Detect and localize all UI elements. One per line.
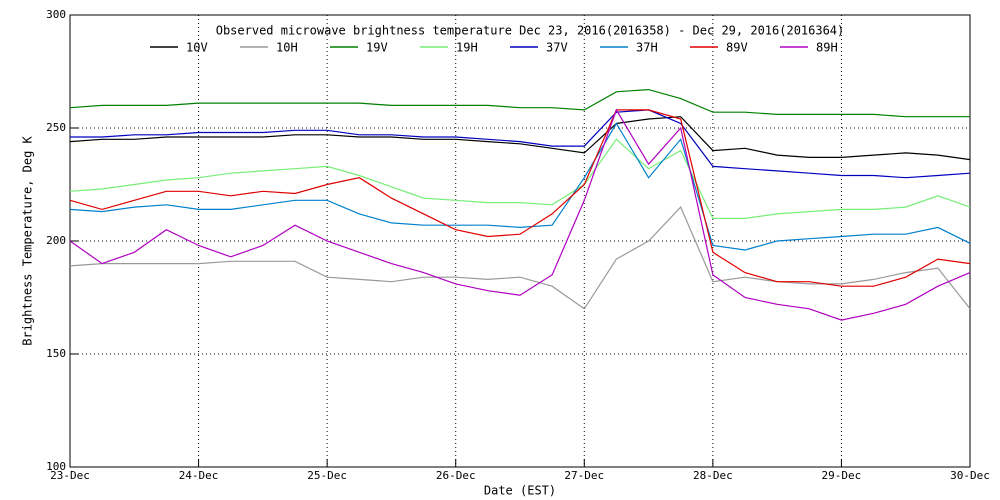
series-line: [69, 88, 970, 118]
legend-label: 19H: [456, 41, 478, 55]
legend-label: 37H: [636, 41, 658, 55]
series-line: [70, 109, 971, 179]
series-line: [69, 116, 971, 161]
y-tick-label: 100: [46, 460, 66, 473]
legend-label: 19V: [366, 41, 388, 55]
x-tick-label: 28-Dec: [693, 469, 733, 482]
series-line: [69, 122, 971, 251]
series-line: [69, 206, 971, 310]
y-tick-label: 300: [46, 8, 66, 21]
y-axis-label: Brightness Temperature, Deg K: [21, 135, 35, 345]
legend-label: 89V: [726, 41, 748, 55]
x-axis-label: Date (EST): [484, 484, 556, 498]
x-tick-label: 26-Dec: [436, 469, 476, 482]
series-line: [69, 138, 971, 219]
x-tick-label: 27-Dec: [564, 469, 604, 482]
y-tick-label: 150: [46, 347, 66, 360]
legend-label: 10V: [186, 41, 208, 55]
legend-label: 10H: [276, 41, 298, 55]
series-line: [69, 109, 971, 287]
legend-label: 37V: [546, 41, 568, 55]
x-tick-label: 24-Dec: [179, 469, 219, 482]
x-tick-label: 25-Dec: [307, 469, 347, 482]
series-line: [69, 108, 971, 321]
legend-label: 89H: [816, 41, 838, 55]
y-tick-label: 250: [46, 121, 66, 134]
x-tick-label: 30-Dec: [950, 469, 990, 482]
y-tick-label: 200: [46, 234, 66, 247]
x-tick-label: 23-Dec: [50, 469, 90, 482]
x-tick-label: 29-Dec: [822, 469, 862, 482]
chart-title: Observed microwave brightness temperatur…: [216, 24, 845, 38]
